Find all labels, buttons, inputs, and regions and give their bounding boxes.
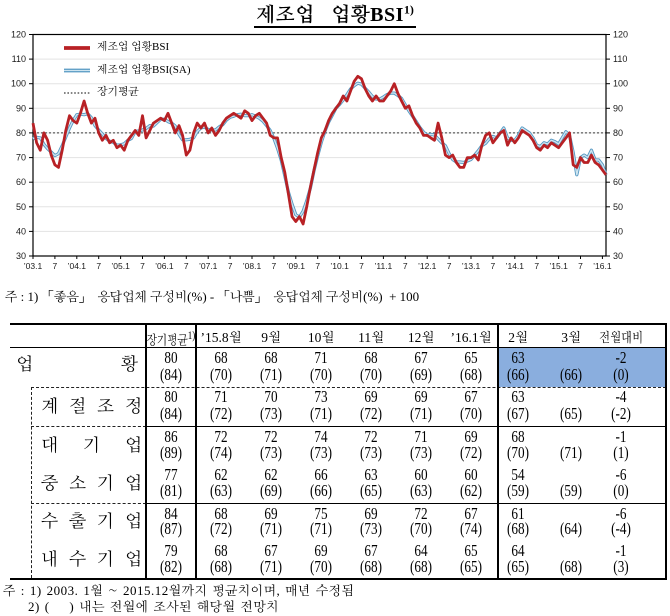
svg-text:7: 7 — [403, 261, 408, 271]
svg-text:’14.1: ’14.1 — [506, 261, 525, 271]
svg-text:70: 70 — [16, 153, 26, 163]
svg-text:’04.1: ’04.1 — [68, 261, 87, 271]
svg-text:7: 7 — [228, 261, 233, 271]
svg-text:’13.1: ’13.1 — [462, 261, 481, 271]
svg-text:’03.1: ’03.1 — [24, 261, 43, 271]
svg-text:30: 30 — [16, 251, 26, 261]
svg-text:’15.1: ’15.1 — [549, 261, 568, 271]
svg-text:50: 50 — [613, 202, 623, 212]
svg-text:90: 90 — [16, 103, 26, 113]
svg-text:7: 7 — [534, 261, 539, 271]
svg-text:80: 80 — [16, 128, 26, 138]
svg-text:7: 7 — [140, 261, 145, 271]
svg-text:7: 7 — [447, 261, 452, 271]
svg-text:’12.1: ’12.1 — [418, 261, 437, 271]
svg-text:60: 60 — [16, 177, 26, 187]
svg-text:’10.1: ’10.1 — [330, 261, 349, 271]
svg-text:7: 7 — [53, 261, 58, 271]
svg-text:7: 7 — [315, 261, 320, 271]
svg-text:40: 40 — [613, 226, 623, 236]
svg-text:80: 80 — [613, 128, 623, 138]
svg-text:30: 30 — [613, 251, 623, 261]
svg-text:120: 120 — [613, 30, 628, 40]
svg-text:70: 70 — [613, 153, 623, 163]
svg-text:40: 40 — [16, 226, 26, 236]
svg-text:7: 7 — [578, 261, 583, 271]
svg-text:120: 120 — [11, 30, 26, 40]
svg-text:60: 60 — [613, 177, 623, 187]
svg-text:110: 110 — [12, 54, 26, 64]
svg-text:100: 100 — [613, 79, 628, 89]
svg-text:7: 7 — [96, 261, 101, 271]
svg-text:110: 110 — [613, 54, 627, 64]
svg-text:’09.1: ’09.1 — [287, 261, 306, 271]
svg-text:7: 7 — [184, 261, 189, 271]
svg-text:7: 7 — [359, 261, 364, 271]
svg-text:’06.1: ’06.1 — [155, 261, 174, 271]
svg-text:’16.1: ’16.1 — [593, 261, 612, 271]
svg-text:’05.1: ’05.1 — [111, 261, 130, 271]
svg-text:’11.1: ’11.1 — [374, 261, 392, 271]
svg-text:90: 90 — [613, 103, 623, 113]
svg-text:’08.1: ’08.1 — [243, 261, 262, 271]
svg-text:7: 7 — [491, 261, 496, 271]
svg-text:7: 7 — [272, 261, 277, 271]
svg-text:’07.1: ’07.1 — [199, 261, 218, 271]
svg-text:100: 100 — [11, 79, 26, 89]
svg-text:50: 50 — [16, 202, 26, 212]
